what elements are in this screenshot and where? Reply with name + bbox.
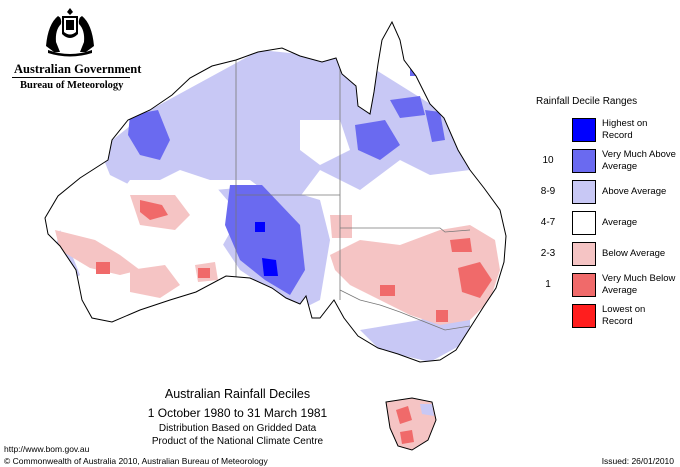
legend-label-very-much-above: Very Much Above Average <box>602 149 676 172</box>
legend-swatch-below <box>572 242 596 266</box>
map-title: Australian Rainfall Deciles <box>164 387 311 401</box>
coat-of-arms-icon <box>46 8 94 57</box>
legend-label-average: Average <box>602 217 638 228</box>
map-period: 1 October 1980 to 31 March 1981 <box>147 406 328 420</box>
legend-swatch-average <box>572 211 596 235</box>
government-name: Australian Government <box>14 62 142 76</box>
legend-code-very-much-below: 1 <box>545 279 551 290</box>
legend-code-below: 2-3 <box>540 248 556 259</box>
issued-date: Issued: 26/01/2010 <box>601 456 674 466</box>
copyright-text: © Commonwealth of Australia 2010, Austra… <box>4 456 268 466</box>
legend-swatch-very-much-below <box>572 273 596 297</box>
map-subtitle-line2: Product of the National Climate Centre <box>151 436 324 447</box>
legend-swatch-highest <box>572 118 596 142</box>
legend-label-highest: Highest on Record <box>602 118 648 141</box>
legend-swatch-lowest <box>572 304 596 328</box>
legend-label-lowest: Lowest on Record <box>602 304 646 327</box>
legend-code-very-much-above: 10 <box>542 155 554 166</box>
legend-swatch-above <box>572 180 596 204</box>
legend-label-below: Below Average <box>602 248 666 259</box>
website-link[interactable]: http://www.bom.gov.au <box>4 444 90 454</box>
map-subtitle-line1: Distribution Based on Gridded Data <box>158 423 317 434</box>
legend-title: Rainfall Decile Ranges <box>536 96 638 107</box>
tasmania <box>385 397 437 451</box>
legend-label-above: Above Average <box>602 186 667 197</box>
legend-label-very-much-below: Very Much Below Average <box>602 273 676 296</box>
legend-code-average: 4-7 <box>540 217 556 228</box>
legend-swatch-very-much-above <box>572 149 596 173</box>
legend-code-above: 8-9 <box>540 186 556 197</box>
bureau-name: Bureau of Meteorology <box>20 80 124 91</box>
logo-divider <box>12 77 130 78</box>
